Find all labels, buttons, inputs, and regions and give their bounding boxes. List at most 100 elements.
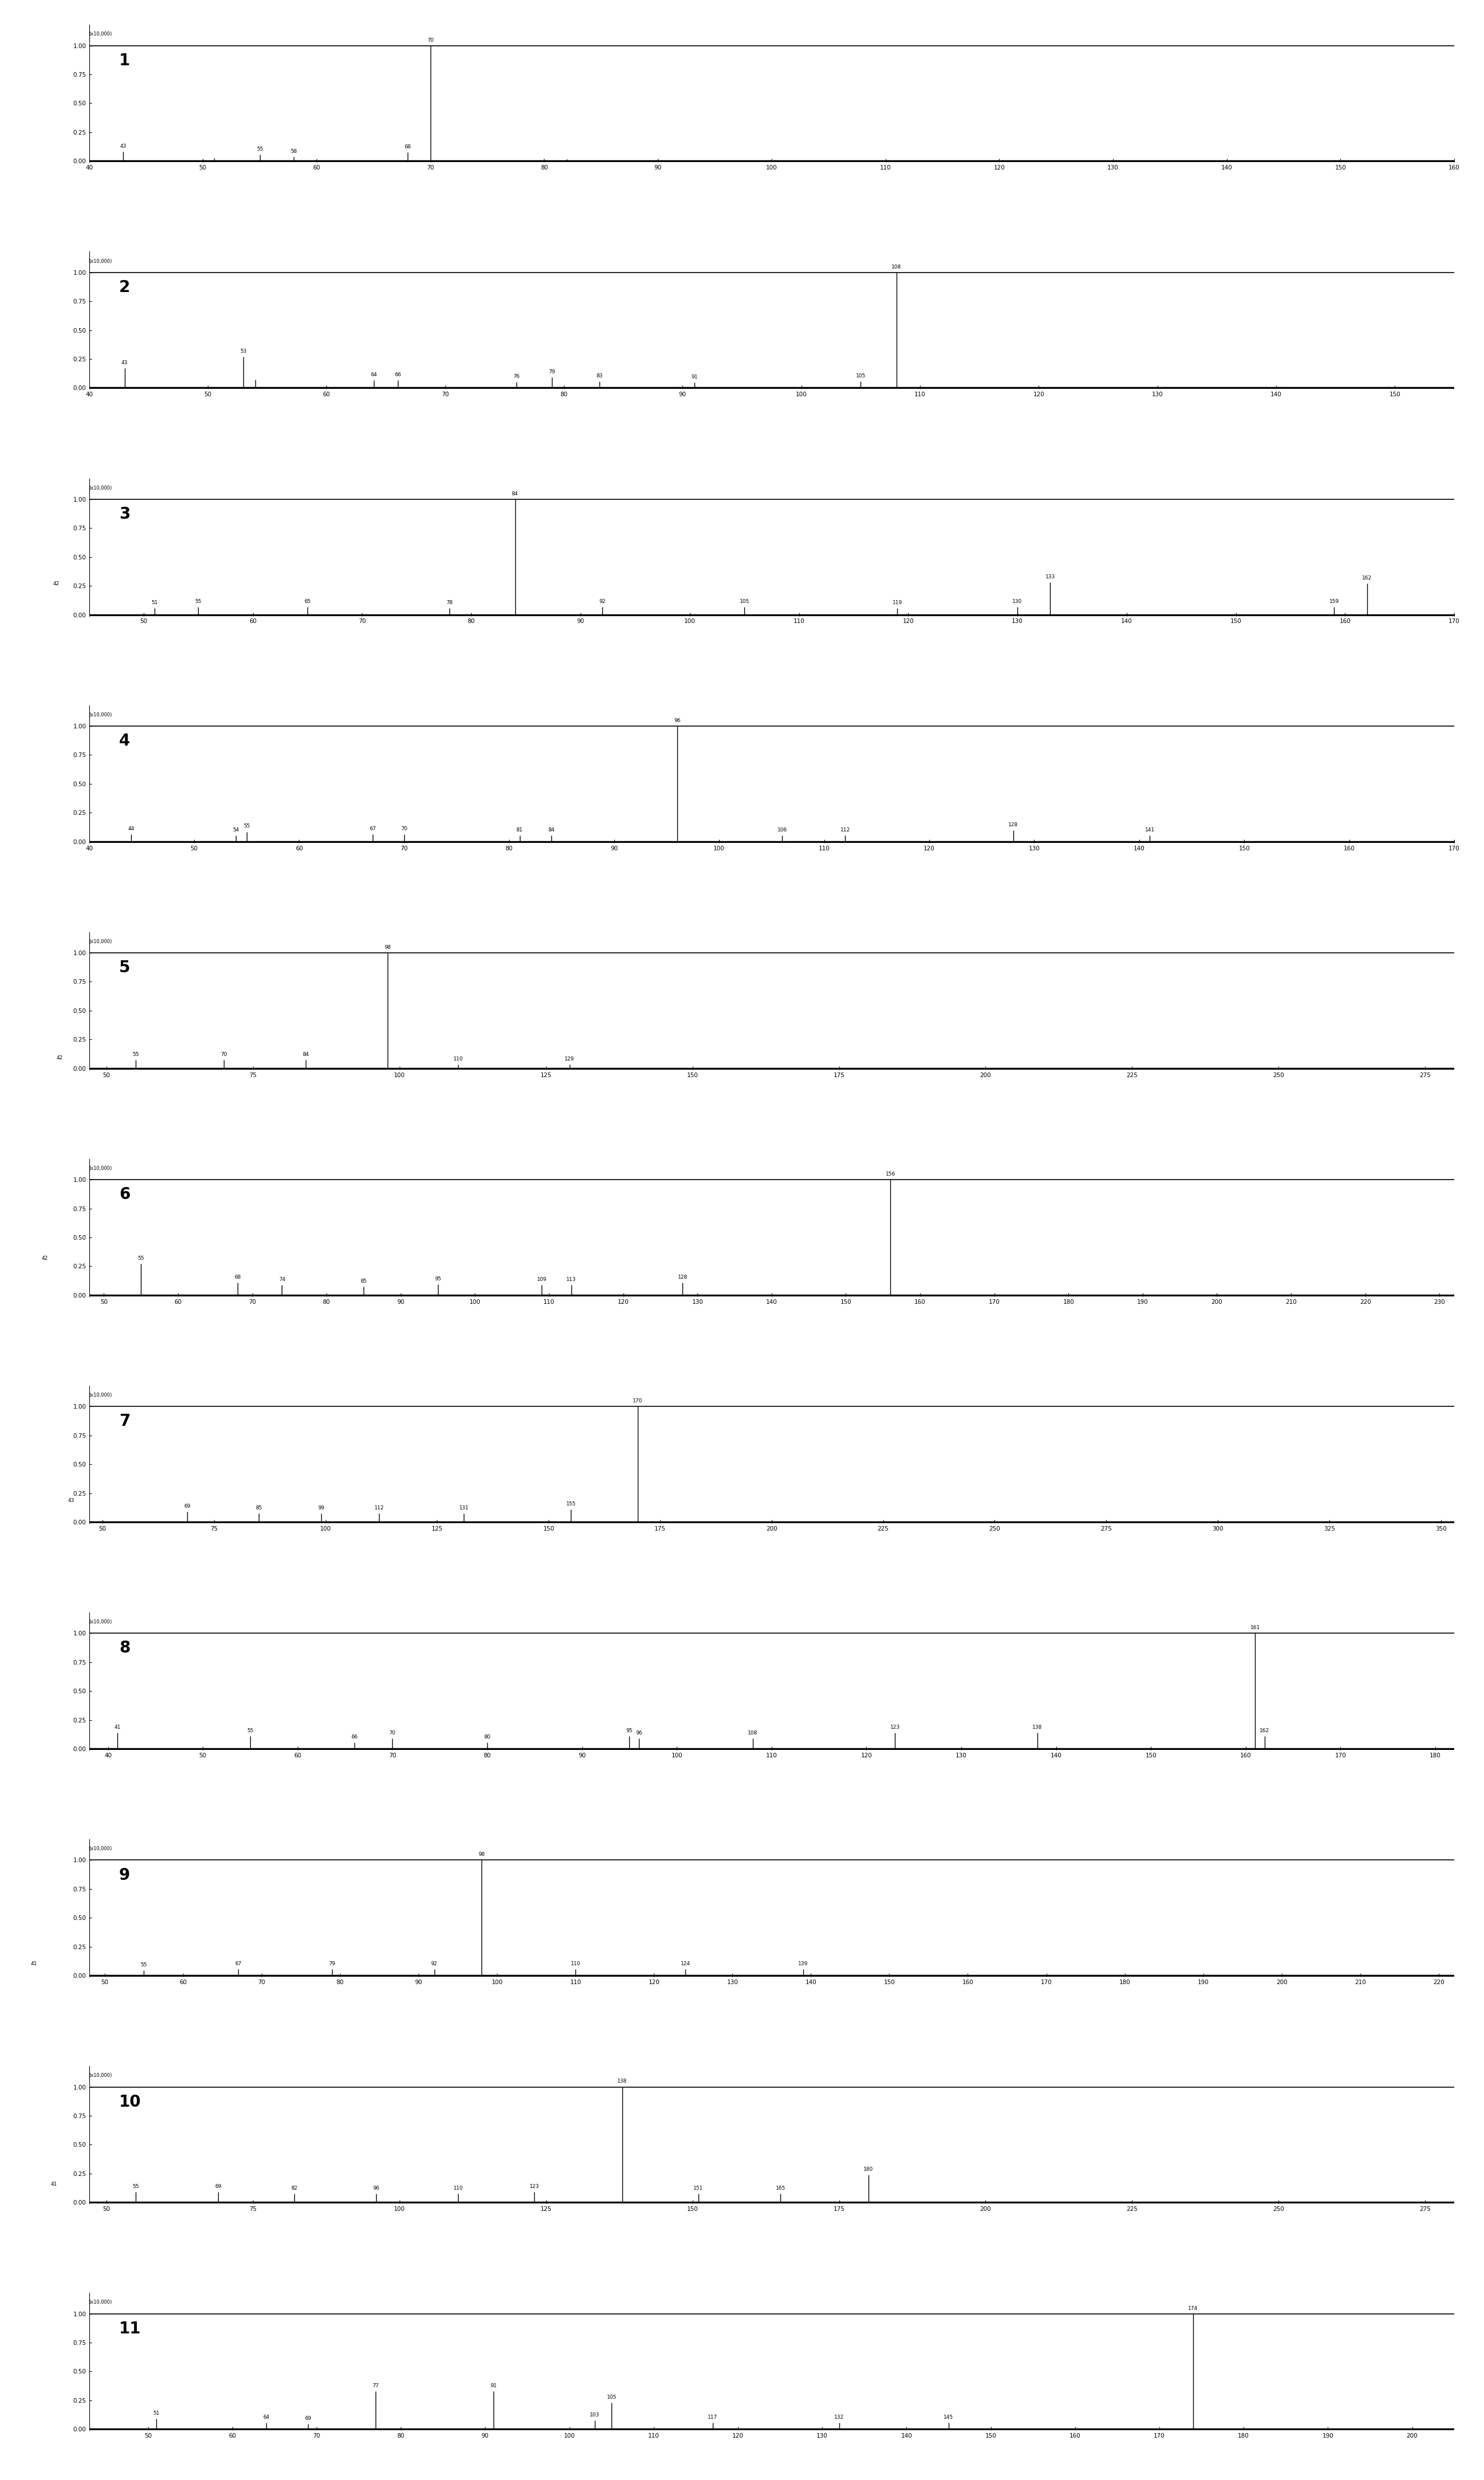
Text: 123: 123 (530, 2185, 539, 2190)
Text: 41: 41 (114, 1724, 120, 1729)
Text: 78: 78 (447, 600, 453, 605)
Text: (x10,000): (x10,000) (89, 2073, 113, 2078)
Text: 51: 51 (153, 2411, 160, 2416)
Text: 159: 159 (1330, 600, 1339, 605)
Text: 79: 79 (329, 1962, 335, 1967)
Text: 110: 110 (453, 1056, 463, 1061)
Text: 141: 141 (1144, 828, 1155, 833)
Text: 151: 151 (693, 2185, 703, 2190)
Text: 3: 3 (119, 506, 131, 523)
Text: 77: 77 (372, 2383, 378, 2388)
Text: 42: 42 (42, 1255, 47, 1262)
Text: 53: 53 (240, 350, 246, 355)
Text: 170: 170 (632, 1399, 643, 1404)
Text: 109: 109 (537, 1277, 546, 1282)
Text: 110: 110 (453, 2185, 463, 2190)
Text: 7: 7 (119, 1414, 131, 1428)
Text: 69: 69 (215, 2185, 221, 2190)
Text: 69: 69 (304, 2416, 312, 2420)
Text: 119: 119 (892, 600, 902, 605)
Text: 55: 55 (243, 823, 249, 828)
Text: 8: 8 (119, 1639, 131, 1657)
Text: 85: 85 (255, 1505, 261, 1510)
Text: 10: 10 (119, 2093, 141, 2110)
Text: 41: 41 (50, 2182, 58, 2187)
Text: (x10,000): (x10,000) (89, 1619, 113, 1624)
Text: 124: 124 (681, 1962, 690, 1967)
Text: 43: 43 (122, 360, 128, 365)
Text: 139: 139 (798, 1962, 807, 1967)
Text: 9: 9 (119, 1867, 131, 1882)
Text: 84: 84 (512, 491, 518, 496)
Text: 131: 131 (459, 1505, 469, 1510)
Text: 108: 108 (748, 1731, 758, 1736)
Text: 11: 11 (119, 2321, 141, 2336)
Text: 66: 66 (352, 1734, 358, 1738)
Text: 112: 112 (374, 1505, 384, 1510)
Text: 70: 70 (401, 826, 408, 831)
Text: 55: 55 (246, 1729, 254, 1734)
Text: 133: 133 (1045, 575, 1055, 580)
Text: 84: 84 (303, 1052, 309, 1056)
Text: 80: 80 (484, 1734, 491, 1738)
Text: 68: 68 (234, 1275, 240, 1280)
Text: 138: 138 (617, 2078, 628, 2083)
Text: 92: 92 (600, 600, 605, 605)
Text: 103: 103 (589, 2413, 600, 2418)
Text: (x10,000): (x10,000) (89, 2299, 113, 2304)
Text: 106: 106 (778, 828, 787, 833)
Text: 69: 69 (184, 1503, 190, 1508)
Text: 83: 83 (597, 374, 603, 379)
Text: 84: 84 (548, 828, 555, 833)
Text: 91: 91 (692, 374, 697, 379)
Text: 180: 180 (864, 2168, 873, 2172)
Text: 95: 95 (435, 1277, 441, 1282)
Text: 5: 5 (119, 960, 131, 975)
Text: 66: 66 (395, 372, 401, 377)
Text: 99: 99 (318, 1505, 325, 1510)
Text: 76: 76 (513, 374, 519, 379)
Text: 105: 105 (607, 2396, 616, 2401)
Text: 70: 70 (221, 1052, 227, 1056)
Text: 96: 96 (635, 1731, 643, 1736)
Text: 105: 105 (739, 600, 749, 605)
Text: (x10,000): (x10,000) (89, 486, 113, 491)
Text: 55: 55 (132, 1052, 139, 1056)
Text: 51: 51 (151, 600, 157, 605)
Text: 55: 55 (257, 146, 263, 151)
Text: 82: 82 (291, 2185, 297, 2190)
Text: 130: 130 (1012, 600, 1022, 605)
Text: 128: 128 (1008, 823, 1018, 828)
Text: 162: 162 (1362, 575, 1371, 580)
Text: 1: 1 (119, 52, 131, 69)
Text: 165: 165 (776, 2185, 785, 2190)
Text: (x10,000): (x10,000) (89, 1166, 113, 1171)
Text: (x10,000): (x10,000) (89, 258, 113, 263)
Text: 67: 67 (234, 1962, 242, 1967)
Text: 81: 81 (516, 828, 522, 833)
Text: 145: 145 (944, 2416, 954, 2420)
Text: 67: 67 (370, 826, 375, 831)
Text: 123: 123 (890, 1724, 899, 1729)
Text: 96: 96 (674, 719, 681, 724)
Text: 43: 43 (120, 144, 126, 149)
Text: 42: 42 (53, 580, 59, 585)
Text: 43: 43 (68, 1498, 74, 1503)
Text: (x10,000): (x10,000) (89, 32, 113, 37)
Text: 156: 156 (886, 1171, 895, 1178)
Text: 42: 42 (56, 1054, 62, 1061)
Text: 98: 98 (384, 945, 392, 950)
Text: 138: 138 (1033, 1724, 1042, 1729)
Text: (x10,000): (x10,000) (89, 1394, 113, 1399)
Text: (x10,000): (x10,000) (89, 1845, 113, 1853)
Text: 91: 91 (490, 2383, 497, 2388)
Text: 55: 55 (141, 1962, 147, 1967)
Text: 2: 2 (119, 280, 131, 295)
Text: 55: 55 (132, 2185, 139, 2190)
Text: 112: 112 (840, 828, 850, 833)
Text: 92: 92 (430, 1962, 438, 1967)
Text: 113: 113 (567, 1277, 576, 1282)
Text: 65: 65 (304, 600, 310, 605)
Text: 55: 55 (138, 1255, 144, 1262)
Text: 44: 44 (128, 826, 134, 831)
